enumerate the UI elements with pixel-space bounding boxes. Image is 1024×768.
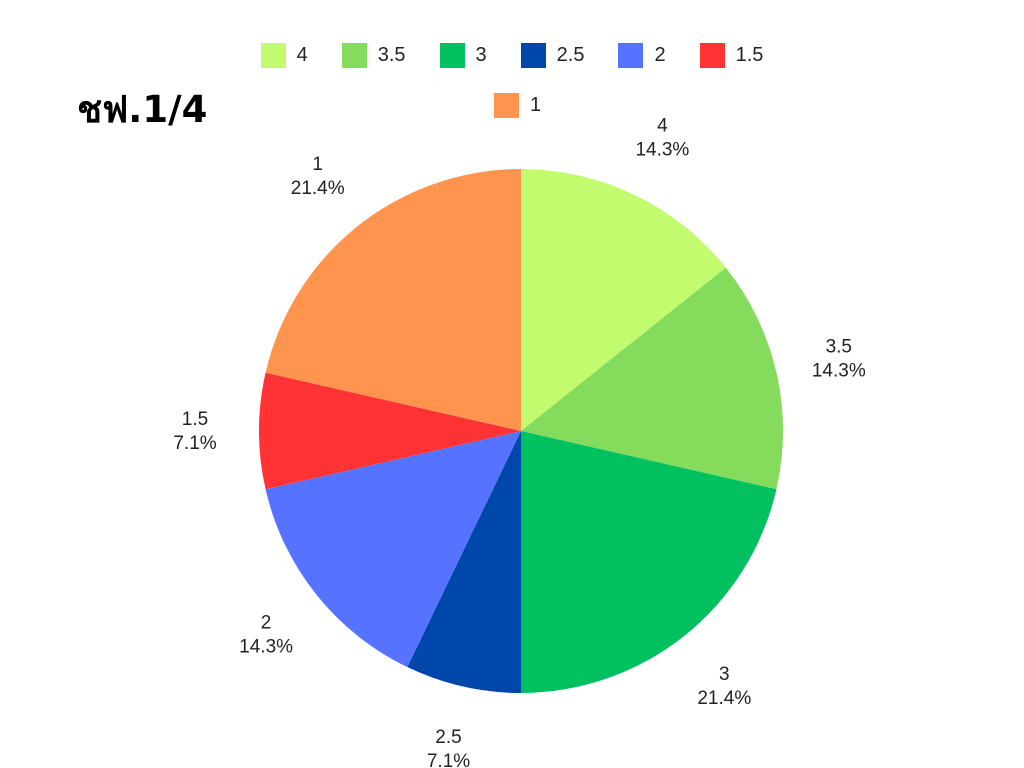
legend-swatch	[520, 43, 546, 68]
slice-label: 4	[657, 115, 668, 136]
legend-swatch	[699, 43, 725, 68]
legend-item[interactable]: 2.5	[520, 43, 585, 68]
pie-slice[interactable]	[407, 431, 521, 693]
pie-slice[interactable]	[521, 169, 726, 431]
legend-swatch	[494, 93, 519, 118]
legend-label: 2	[654, 44, 666, 66]
legend-label: 1.5	[735, 44, 764, 66]
slice-label: 3.5	[826, 337, 852, 358]
slice-percent-label: 14.3%	[239, 636, 293, 657]
slice-label: 2	[261, 612, 272, 633]
pie-slice[interactable]	[521, 267, 783, 490]
legend-item[interactable]: 3	[439, 43, 487, 68]
legend-label: 3	[475, 44, 487, 66]
legend-swatch	[618, 43, 644, 68]
legend-item[interactable]: 2	[618, 43, 666, 68]
legend-overflow-row: 1	[494, 93, 541, 118]
slice-label: 2.5	[435, 727, 461, 748]
legend-item[interactable]: 3.5	[341, 43, 406, 68]
legend-label: 1	[530, 94, 542, 116]
slice-label: 1.5	[182, 409, 208, 430]
legend-swatch	[260, 43, 286, 68]
pie-slices	[259, 169, 783, 693]
slice-percent-label: 21.4%	[697, 688, 751, 709]
legend-item[interactable]: 1.5	[699, 43, 764, 68]
slice-percent-label: 21.4%	[291, 178, 345, 199]
slice-label: 3	[719, 664, 730, 685]
pie-slice[interactable]	[265, 169, 521, 431]
slice-percent-label: 7.1%	[427, 751, 470, 768]
slice-label: 1	[312, 154, 323, 175]
legend-label: 4	[296, 44, 308, 66]
chart-title: ชฟ.1/4	[77, 88, 208, 131]
slice-percent-label: 14.3%	[635, 139, 689, 160]
pie-slice[interactable]	[259, 372, 521, 490]
pie-slice[interactable]	[265, 431, 521, 668]
slice-percent-label: 14.3%	[812, 361, 866, 382]
legend-item[interactable]: 1	[494, 93, 541, 118]
legend-item[interactable]: 4	[260, 43, 308, 68]
legend-swatch	[341, 43, 367, 68]
legend-label: 3.5	[377, 44, 406, 66]
slice-percent-label: 7.1%	[173, 433, 216, 454]
pie-slice-labels: 4 14.3% 3.5 14.3% 3 21.4% 2.5 7.1% 2 14.3% 1.5 7.1%…	[173, 115, 865, 768]
legend-swatch	[439, 43, 465, 68]
legend: 4 3.5 3 2.5 2 1.5	[0, 43, 1024, 68]
legend-label: 2.5	[556, 44, 585, 66]
pie-slice[interactable]	[521, 431, 777, 693]
